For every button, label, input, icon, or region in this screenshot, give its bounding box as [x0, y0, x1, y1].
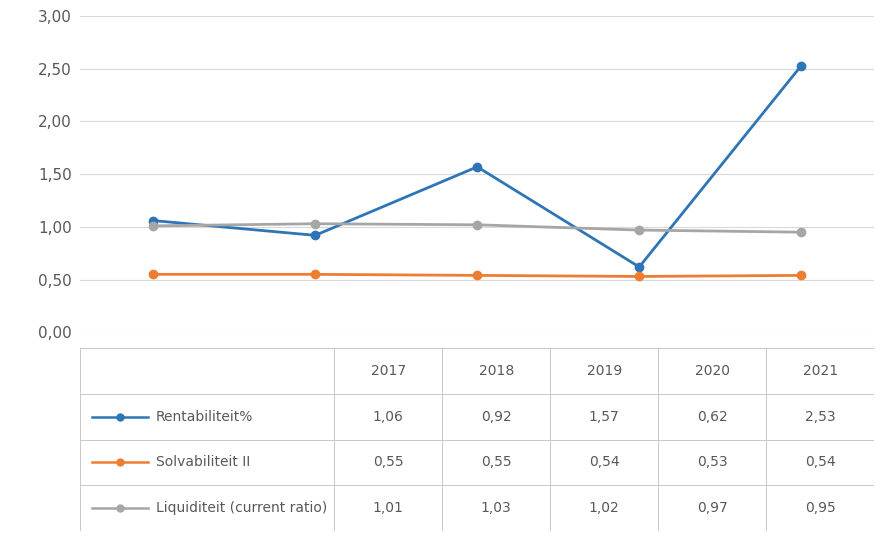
Text: 1,01: 1,01	[373, 501, 404, 515]
Text: 0,54: 0,54	[805, 455, 836, 470]
Text: 0,54: 0,54	[589, 455, 620, 470]
Text: 2,53: 2,53	[805, 410, 836, 424]
Text: 0,55: 0,55	[373, 455, 403, 470]
Text: 0,62: 0,62	[697, 410, 728, 424]
Text: 1,03: 1,03	[481, 501, 512, 515]
Text: 0,95: 0,95	[805, 501, 836, 515]
Text: 2021: 2021	[803, 364, 838, 378]
Text: 0,97: 0,97	[697, 501, 728, 515]
Text: Solvabiliteit II: Solvabiliteit II	[156, 455, 250, 470]
Text: Liquiditeit (current ratio): Liquiditeit (current ratio)	[156, 501, 327, 515]
Text: 1,02: 1,02	[589, 501, 620, 515]
Text: Rentabiliteit%: Rentabiliteit%	[156, 410, 253, 424]
Text: 1,57: 1,57	[589, 410, 620, 424]
Text: 0,92: 0,92	[481, 410, 512, 424]
Text: 2019: 2019	[587, 364, 622, 378]
Text: 1,06: 1,06	[373, 410, 404, 424]
Text: 2017: 2017	[371, 364, 406, 378]
Text: 0,53: 0,53	[697, 455, 728, 470]
Text: 0,55: 0,55	[481, 455, 512, 470]
Text: 2020: 2020	[695, 364, 730, 378]
Text: 2018: 2018	[479, 364, 514, 378]
